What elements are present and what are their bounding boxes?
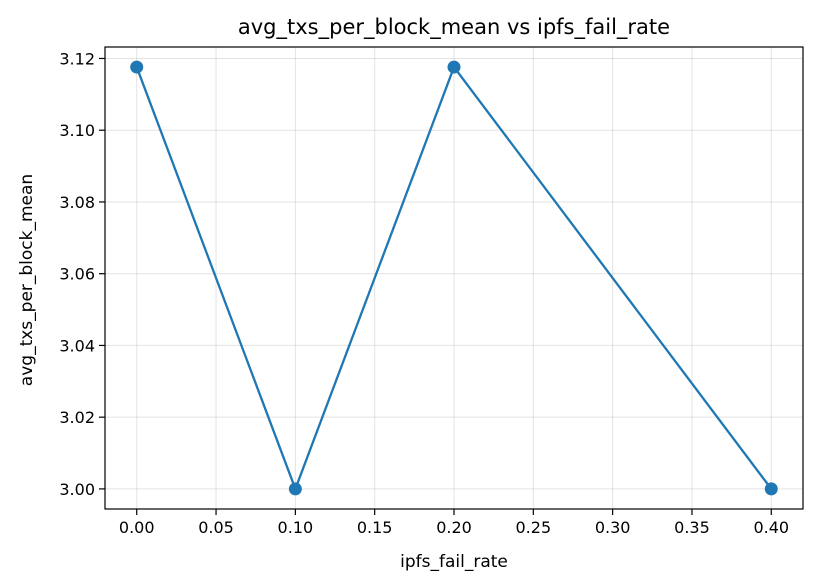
x-tick-label: 0.10	[278, 518, 314, 537]
x-tick-label: 0.25	[516, 518, 552, 537]
x-axis-ticks: 0.00 0.05 0.10 0.15 0.20 0.25 0.30 0.35 0.40	[119, 509, 789, 537]
y-tick-label: 3.02	[59, 408, 95, 427]
series-layer	[130, 60, 778, 496]
chart-title: avg_txs_per_block_mean vs ipfs_fail_rate	[238, 15, 670, 40]
x-tick-label: 0.35	[674, 518, 710, 537]
data-point	[764, 482, 778, 496]
x-tick-label: 0.20	[436, 518, 472, 537]
y-tick-label: 3.06	[59, 265, 95, 284]
x-tick-label: 0.00	[119, 518, 155, 537]
x-tick-label: 0.15	[357, 518, 393, 537]
data-point	[130, 60, 144, 74]
y-tick-label: 3.12	[59, 49, 95, 68]
x-tick-label: 0.05	[198, 518, 234, 537]
x-axis-label: ipfs_fail_rate	[400, 552, 508, 572]
y-axis-ticks: 3.00 3.02 3.04 3.06 3.08 3.10 3.12	[59, 49, 105, 499]
grid-lines	[105, 47, 803, 509]
y-tick-label: 3.08	[59, 193, 95, 212]
y-tick-label: 3.10	[59, 121, 95, 140]
series-line	[135, 65, 773, 491]
y-tick-label: 3.00	[59, 480, 95, 499]
data-point	[288, 482, 302, 496]
data-point	[447, 60, 461, 74]
y-tick-label: 3.04	[59, 336, 95, 355]
x-tick-label: 0.30	[595, 518, 631, 537]
y-axis-label: avg_txs_per_block_mean	[17, 174, 37, 386]
x-tick-label: 0.40	[753, 518, 789, 537]
